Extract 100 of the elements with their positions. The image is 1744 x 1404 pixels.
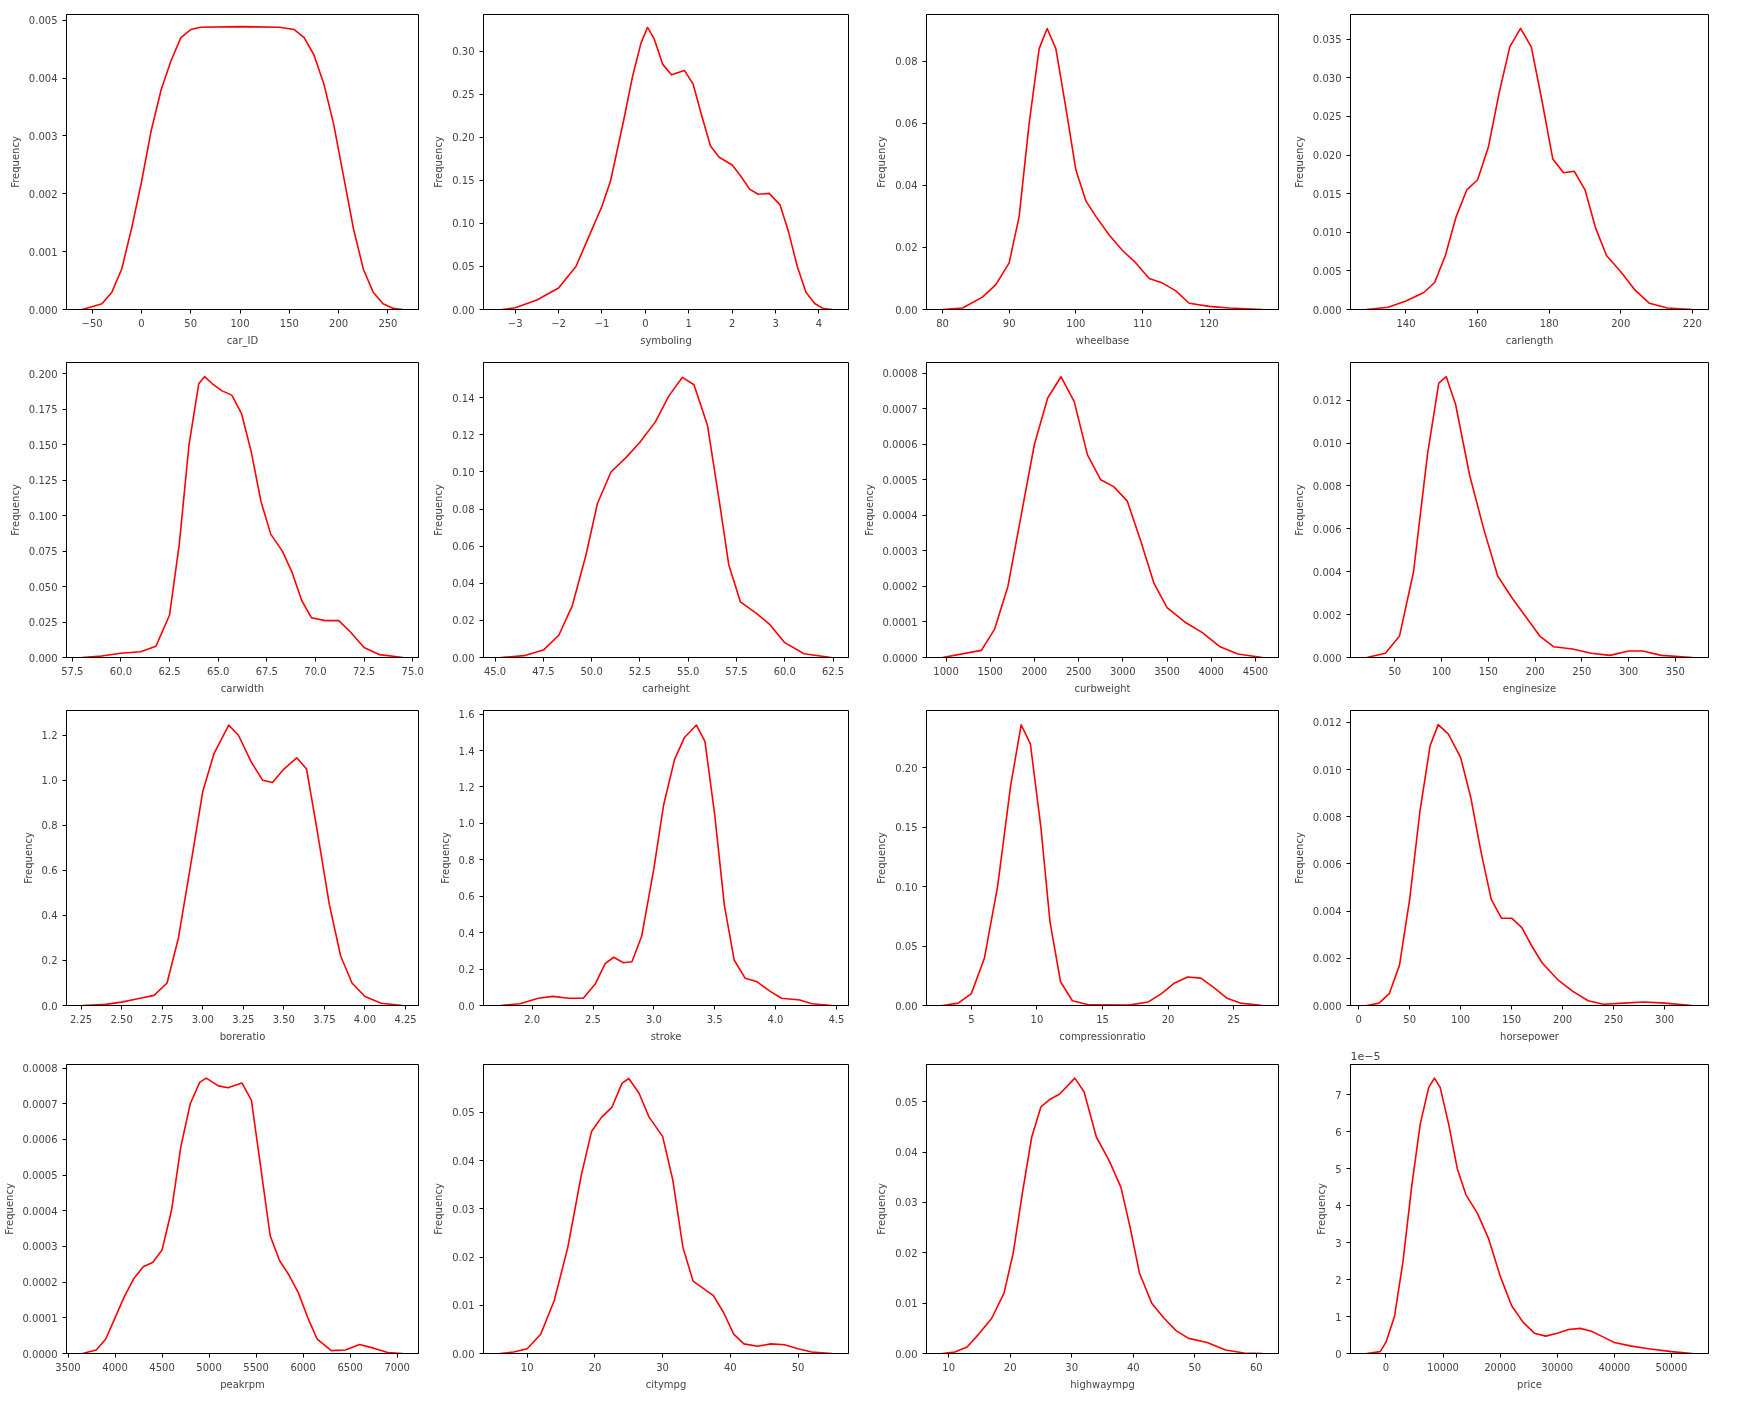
x-tick-label: −2 (551, 317, 566, 329)
x-axis-title: carlength (1505, 334, 1554, 346)
y-tick-label: 0.08 (895, 56, 918, 68)
y-tick-label: 0.000 (28, 304, 58, 316)
y-tick-label: 0.035 (1312, 34, 1342, 46)
y-tick-label: 0.003 (28, 130, 58, 142)
y-axis-title: Frequency (1316, 1183, 1328, 1235)
x-tick-label: 2500 (1065, 665, 1092, 677)
x-tick-label: 10 (1030, 1013, 1044, 1025)
y-tick-label: 1 (1335, 1311, 1342, 1323)
y-tick-label: 0.01 (452, 1300, 475, 1312)
y-tick-label: 0.0007 (22, 1098, 58, 1110)
x-tick-label: 10 (942, 1361, 956, 1373)
y-axis-title: Frequency (863, 484, 875, 536)
x-tick-label: 0 (1355, 1013, 1362, 1025)
x-tick-label: 62.5 (821, 665, 845, 677)
x-tick-label: 45.0 (483, 665, 507, 677)
x-axis-title: carheight (642, 682, 690, 694)
x-tick-label: 250 (1572, 665, 1592, 677)
x-tick-label: 4.5 (828, 1013, 845, 1025)
x-tick-label: 80 (936, 317, 949, 329)
y-tick-label: 0.005 (1312, 265, 1342, 277)
x-tick-label: 250 (1604, 1013, 1624, 1025)
y-tick-label: 0.04 (895, 1147, 918, 1159)
y-tick-label: 0.00 (452, 1348, 475, 1360)
y-tick-label: 0.025 (28, 617, 58, 629)
x-tick-label: 2.5 (585, 1013, 601, 1025)
y-tick-label: 0.00 (895, 1000, 918, 1012)
y-tick-label: 0.30 (452, 46, 475, 58)
y-tick-label: 0.06 (895, 118, 918, 130)
y-tick-label: 0.03 (452, 1203, 475, 1215)
x-tick-label: 4.25 (394, 1013, 417, 1025)
x-tick-label: 47.5 (532, 665, 555, 677)
x-tick-label: 2000 (1021, 665, 1048, 677)
y-tick-label: 0.02 (895, 1247, 918, 1259)
y-tick-label: 0.04 (452, 578, 475, 590)
x-tick-label: 30000 (1541, 1361, 1574, 1373)
y-tick-label: 0.02 (452, 1252, 475, 1264)
y-tick-label: 0.4 (41, 910, 58, 922)
x-tick-label: 200 (1553, 1013, 1573, 1025)
y-tick-label: 0.000 (1312, 652, 1342, 664)
x-tick-label: 0 (642, 317, 649, 329)
y-axis-title: Frequency (9, 136, 21, 188)
y-tick-label: 0.0001 (22, 1312, 58, 1324)
y-tick-label: 0.012 (1312, 717, 1342, 729)
y-axis-title: Frequency (1293, 136, 1305, 188)
y-axis-title: Frequency (9, 484, 21, 536)
x-tick-label: 150 (1502, 1013, 1522, 1025)
x-tick-label: 40 (723, 1361, 737, 1373)
y-tick-label: 0.6 (458, 891, 475, 903)
x-tick-label: −1 (594, 317, 610, 329)
text: 1e−5 (1350, 1049, 1381, 1063)
y-tick-label: 1.4 (458, 745, 475, 757)
y-axis-title: Frequency (876, 1183, 888, 1235)
x-tick-label: 70.0 (304, 665, 327, 677)
y-tick-label: 0.0001 (882, 616, 918, 628)
y-tick-label: 0.015 (1312, 188, 1342, 200)
x-tick-label: 3500 (1154, 665, 1180, 677)
y-tick-label: 0.0004 (882, 510, 918, 522)
x-tick-label: 57.5 (61, 665, 84, 677)
x-tick-label: −3 (507, 317, 523, 329)
x-axis-title: peakrpm (220, 1378, 265, 1390)
x-tick-label: 65.0 (207, 665, 230, 677)
y-tick-label: 0.0007 (882, 403, 918, 415)
x-tick-label: 3.5 (706, 1013, 723, 1025)
y-tick-label: 0.004 (28, 73, 58, 85)
x-axis-title: price (1517, 1378, 1542, 1390)
y-tick-label: 0.004 (1312, 566, 1342, 578)
x-tick-label: 3.75 (313, 1013, 336, 1025)
y-tick-label: 0.002 (28, 188, 58, 200)
y-tick-label: 0.06 (452, 541, 475, 553)
x-tick-label: 20 (1003, 1361, 1017, 1373)
x-tick-label: 90 (1002, 317, 1016, 329)
x-tick-label: 72.5 (352, 665, 376, 677)
x-tick-label: 6500 (337, 1361, 363, 1373)
y-tick-label: 1.0 (458, 818, 475, 830)
y-tick-label: 0.010 (1312, 764, 1342, 776)
x-tick-label: 60.0 (109, 665, 133, 677)
x-tick-label: −50 (81, 317, 103, 329)
y-tick-label: 0.002 (1312, 953, 1342, 965)
x-tick-label: 55.0 (677, 665, 700, 677)
y-tick-label: 0.04 (895, 180, 918, 192)
x-tick-label: 20 (588, 1361, 602, 1373)
x-tick-label: 3500 (55, 1361, 81, 1373)
y-tick-label: 0.05 (452, 1107, 475, 1119)
y-tick-label: 0.0002 (22, 1277, 58, 1289)
x-tick-label: 220 (1682, 317, 1702, 329)
x-tick-label: 20000 (1484, 1361, 1517, 1373)
x-tick-label: 52.5 (628, 665, 652, 677)
y-tick-label: 0.001 (28, 246, 58, 258)
y-tick-label: 0.006 (1312, 523, 1342, 535)
x-tick-label: 50 (791, 1361, 805, 1373)
y-tick-label: 0.00 (895, 304, 918, 316)
x-tick-label: 3.50 (272, 1013, 295, 1025)
x-axis-title: boreratio (219, 1030, 266, 1042)
y-tick-label: 0.075 (28, 546, 58, 558)
x-tick-label: 100 (1066, 317, 1086, 329)
y-tick-label: 1.2 (458, 781, 475, 793)
y-tick-label: 0.050 (28, 581, 58, 593)
x-tick-label: 3.0 (645, 1013, 662, 1025)
